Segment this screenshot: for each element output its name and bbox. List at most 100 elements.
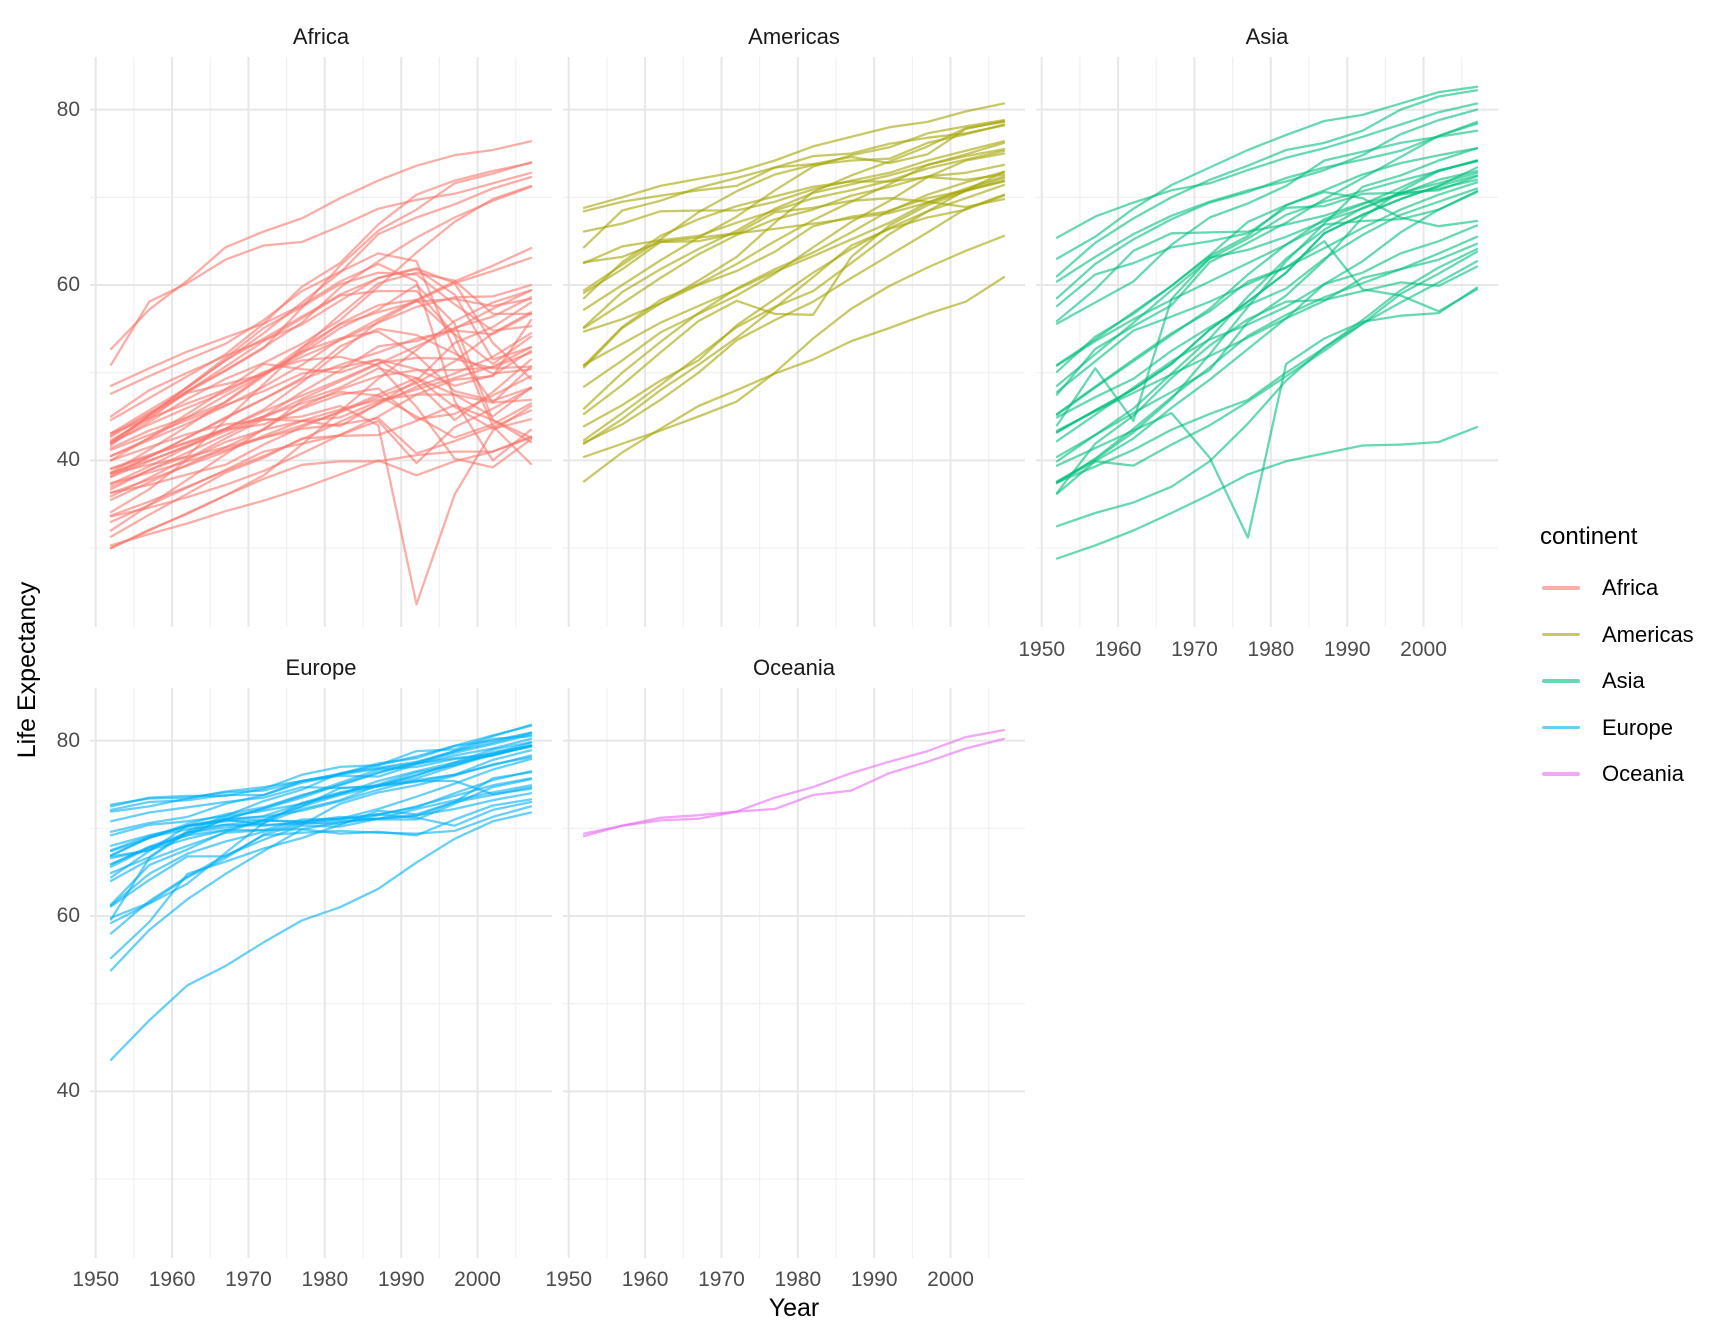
country-line [582, 102, 1006, 209]
country-line [109, 367, 533, 501]
legend-item-asia: Asia [1542, 667, 1645, 695]
country-line [109, 349, 533, 452]
country-line [109, 289, 533, 550]
panel-americas [563, 57, 1025, 627]
country-line [1055, 171, 1479, 463]
y-tick-label: 40 [56, 448, 80, 472]
series-group-oceania [582, 728, 1006, 838]
country-line [582, 183, 1006, 428]
country-line [582, 275, 1006, 483]
x-tick-label: 1990 [1323, 638, 1371, 661]
legend-key-line-icon [1542, 725, 1580, 730]
panel-europe [90, 688, 552, 1258]
country-line [109, 779, 533, 925]
facet-title-oceania: Oceania [753, 655, 835, 680]
panel-africa [90, 57, 552, 627]
country-line [109, 330, 533, 458]
country-line [109, 436, 533, 547]
x-tick-label: 1950 [1018, 638, 1066, 661]
x-tick-label: 1950 [545, 1268, 593, 1291]
country-line [109, 757, 533, 869]
country-line [109, 723, 533, 808]
legend-key-line-icon [1542, 632, 1580, 637]
y-tick-label: 40 [56, 1079, 80, 1103]
y-tick-label: 80 [56, 728, 80, 752]
panel-asia [1036, 57, 1498, 627]
country-line [1055, 260, 1479, 528]
legend-key-line-icon [1542, 772, 1580, 776]
country-line [1055, 190, 1479, 367]
country-line [109, 332, 533, 517]
country-line [582, 193, 1006, 444]
country-line [109, 784, 533, 972]
country-line [582, 118, 1006, 311]
country-line [1055, 250, 1479, 495]
x-tick-label: 1950 [72, 1268, 120, 1291]
legend-label: Europe [1602, 714, 1673, 740]
country-line [109, 256, 533, 486]
country-line [109, 376, 533, 494]
x-tick-label: 2000 [454, 1268, 501, 1291]
country-line [109, 404, 533, 606]
country-line [109, 387, 533, 523]
country-line [109, 743, 533, 866]
country-line [582, 141, 1006, 367]
country-line [582, 170, 1006, 442]
y-axis-title: Life Expectancy [13, 581, 41, 759]
country-line [1055, 85, 1479, 260]
facet-title-americas: Americas [748, 24, 840, 49]
country-line [1055, 178, 1479, 323]
country-line [582, 176, 1006, 410]
country-line [582, 140, 1006, 233]
facet-title-europe: Europe [285, 655, 357, 680]
country-line [1055, 286, 1479, 539]
legend-label: Africa [1602, 575, 1659, 600]
legend-item-oceania: Oceania [1542, 760, 1684, 788]
facet-title-africa: Africa [292, 24, 350, 49]
country-line [1055, 235, 1479, 432]
series-group-africa [109, 140, 533, 606]
country-line [1055, 190, 1479, 373]
country-line [1055, 122, 1479, 300]
legend-label: Asia [1602, 668, 1645, 693]
country-line [1055, 147, 1479, 483]
country-line [582, 170, 1006, 369]
y-tick-label: 60 [56, 273, 80, 296]
legend-title: continent [1540, 523, 1638, 550]
country-line [109, 403, 533, 538]
x-tick-label: 1980 [774, 1268, 822, 1291]
country-line [582, 124, 1006, 213]
country-line [1055, 166, 1479, 434]
country-line [582, 197, 1006, 295]
country-line [109, 171, 533, 366]
x-tick-label: 2000 [1400, 638, 1447, 661]
country-line [109, 271, 533, 444]
legend-item-africa: Africa [1542, 574, 1658, 602]
country-line [582, 147, 1006, 329]
y-tick-label: 80 [56, 97, 80, 121]
country-line [109, 247, 533, 458]
x-axis-title: Year [768, 1294, 820, 1322]
x-tick-label: 1990 [850, 1268, 898, 1291]
country-line [582, 194, 1006, 445]
legend-key-line-icon [1542, 679, 1580, 683]
x-tick-label: 2000 [927, 1268, 974, 1291]
country-line [582, 180, 1006, 264]
x-tick-label: 1960 [621, 1268, 669, 1291]
x-tick-label: 1960 [1094, 638, 1142, 661]
country-line [1055, 181, 1479, 394]
country-line [109, 351, 533, 532]
country-line [109, 252, 533, 404]
legend-label: Americas [1602, 621, 1694, 647]
facet-title-asia: Asia [1245, 24, 1289, 49]
country-line [109, 283, 533, 435]
x-tick-label: 1970 [1171, 638, 1218, 661]
country-line [109, 161, 533, 422]
x-tick-label: 1970 [225, 1268, 272, 1291]
country-line [109, 724, 533, 833]
country-line [109, 409, 533, 475]
legend: continent [1540, 521, 1725, 571]
country-line [109, 318, 533, 518]
series-group-europe [109, 723, 533, 1061]
